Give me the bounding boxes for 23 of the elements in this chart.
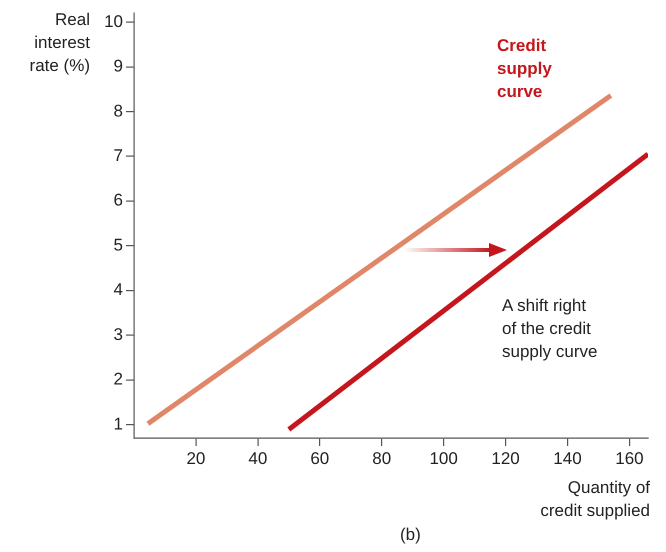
y-tick-label: 6 xyxy=(114,190,123,210)
y-tick-label: 5 xyxy=(114,235,123,254)
x-tick-label: 60 xyxy=(310,448,330,468)
annotation: Credit supply curve xyxy=(497,35,552,103)
y-tick-label: 7 xyxy=(114,146,123,165)
x-tick-label: 120 xyxy=(491,448,520,468)
x-tick-label: 100 xyxy=(429,448,458,468)
y-tick-label: 4 xyxy=(114,280,123,300)
y-tick-label: 10 xyxy=(104,12,123,31)
x-tick-label: 140 xyxy=(553,448,582,468)
x-tick-label: 40 xyxy=(248,448,268,468)
x-tick-label: 80 xyxy=(372,448,392,468)
y-tick-label: 3 xyxy=(114,324,123,344)
y-tick-label: 2 xyxy=(114,370,123,389)
x-tick-label: 160 xyxy=(615,448,644,468)
y-tick-label: 1 xyxy=(114,414,123,434)
y-axis-title: Real interest rate (%) xyxy=(30,9,90,77)
annotation: A shift right of the credit supply curve xyxy=(502,295,598,363)
y-tick-label: 8 xyxy=(114,101,123,120)
text: (b) xyxy=(400,524,421,546)
x-axis-title: Quantity of credit supplied xyxy=(540,477,650,522)
y-tick-label: 9 xyxy=(114,56,123,76)
x-tick-label: 20 xyxy=(186,448,206,468)
